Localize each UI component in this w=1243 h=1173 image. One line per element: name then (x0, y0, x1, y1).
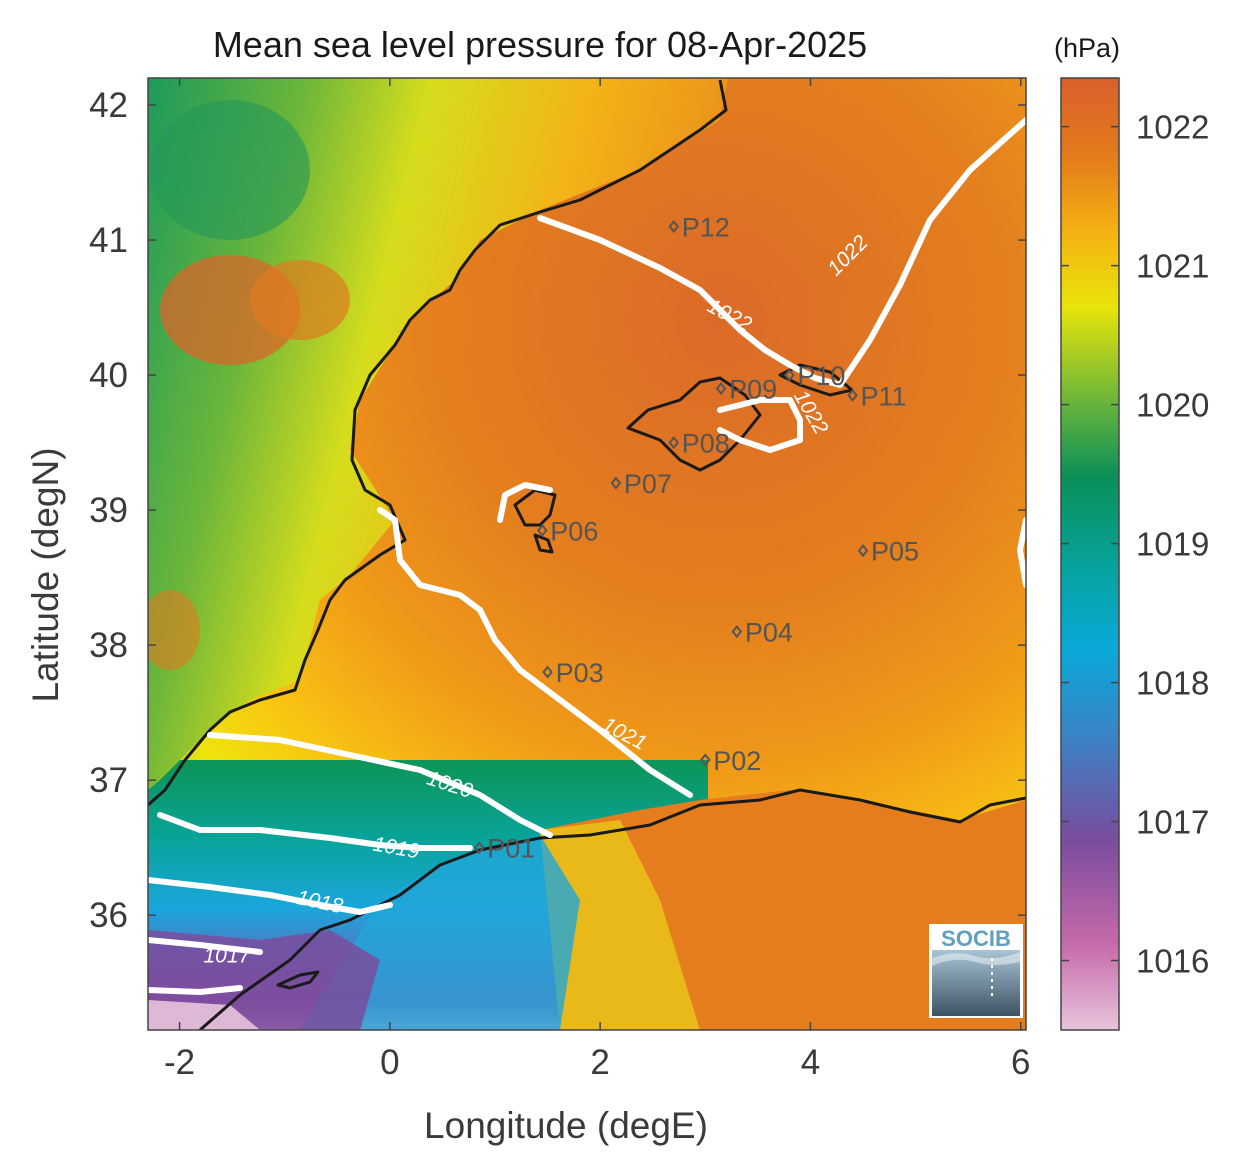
y-tick-label: 40 (89, 356, 128, 395)
x-tick-label: 0 (380, 1043, 399, 1082)
africa-land-field (148, 1000, 260, 1030)
station-marker (473, 841, 485, 855)
plot-frame (147, 77, 1027, 1031)
station-label: P12 (682, 213, 730, 243)
isobar-1022-north (537, 117, 1026, 388)
colorbar-ticks: 1022 1021 1020 1019 1018 1017 1016 (1061, 109, 1209, 980)
y-tick-label: 42 (89, 86, 128, 125)
north-africa-coastline (199, 788, 1026, 1030)
station-marker (668, 435, 680, 450)
y-tick-label: 39 (89, 491, 128, 530)
colorbar-tick-label: 1021 (1136, 248, 1209, 285)
isobar-1022-mallorca (717, 397, 803, 453)
isobar-1021 (377, 507, 693, 798)
africa-land-field (540, 820, 700, 1030)
colorbar-tick-label: 1017 (1136, 804, 1209, 841)
x-tick-label: -2 (164, 1043, 195, 1082)
y-tick-label: 37 (89, 761, 128, 800)
station-marker (668, 219, 680, 234)
alboran-island-coastline (276, 970, 320, 990)
y-axis-label: Latitude (degN) (25, 447, 66, 702)
station-marker (537, 523, 548, 537)
plot-area (148, 78, 1026, 1030)
y-tick-label: 36 (89, 896, 128, 935)
colorbar-tick-label: 1020 (1136, 387, 1209, 424)
isobar-1020 (207, 732, 553, 838)
station-label: P04 (745, 618, 793, 648)
land-highlight (148, 590, 200, 670)
station-label: P06 (550, 516, 598, 546)
x-tick-label: 6 (1011, 1043, 1030, 1082)
iberian-coastline (148, 79, 728, 807)
station-marker (857, 544, 869, 558)
socib-logo: SOCIB (929, 924, 1023, 1018)
y-axis-ticks: 42 41 40 39 38 37 36 (89, 86, 1026, 935)
chart-title: Mean sea level pressure for 08-Apr-2025 (213, 24, 867, 65)
x-tick-label: 4 (801, 1043, 820, 1082)
station-label: P10 (797, 361, 845, 391)
y-tick-label: 41 (89, 221, 128, 260)
station-marker (847, 388, 858, 402)
iberia-land-field (148, 78, 728, 790)
station-label: P09 (729, 375, 777, 405)
station-label: P08 (682, 429, 730, 459)
station-marker (715, 381, 727, 396)
station-label: P03 (556, 658, 604, 688)
station-label: P01 (487, 834, 535, 864)
socib-logo-text: SOCIB (941, 926, 1011, 951)
colorbar-unit: (hPa) (1054, 33, 1120, 63)
station-label: P02 (713, 746, 761, 776)
y-tick-label: 38 (89, 626, 128, 665)
isobar-1022-east (1017, 517, 1026, 588)
stations: P01 P02 P03 P04 P05 P06 P07 P08 P09 P10 P11 P12 (473, 213, 919, 864)
colorbar-tick-label: 1022 (1136, 109, 1209, 146)
station-marker (542, 665, 553, 679)
formentera-coastline (533, 533, 554, 554)
land-highlight (250, 260, 350, 340)
x-axis-ticks: -2 0 2 4 6 (164, 78, 1030, 1082)
isobar-1019 (157, 812, 473, 851)
station-label: P05 (871, 537, 919, 567)
station-marker (731, 625, 743, 639)
colorbar-tick-label: 1019 (1136, 526, 1209, 563)
station-marker (784, 368, 795, 382)
station-marker (610, 476, 622, 490)
x-tick-label: 2 (590, 1043, 609, 1082)
land-highlight (150, 100, 310, 240)
station-label: P07 (624, 469, 672, 499)
colorbar-tick-label: 1018 (1136, 665, 1209, 702)
mallorca-coastline (626, 376, 762, 472)
colorbar (1060, 77, 1120, 1031)
x-axis-label: Longitude (degE) (424, 1105, 708, 1146)
isobar-1022-ibiza (497, 482, 553, 523)
isobar-1018 (148, 877, 393, 915)
station-marker (700, 753, 711, 767)
isobar-1017 (148, 937, 263, 995)
station-label: P11 (861, 381, 907, 411)
contour-label: 1017 (204, 944, 252, 967)
colorbar-tick-label: 1016 (1136, 943, 1209, 980)
